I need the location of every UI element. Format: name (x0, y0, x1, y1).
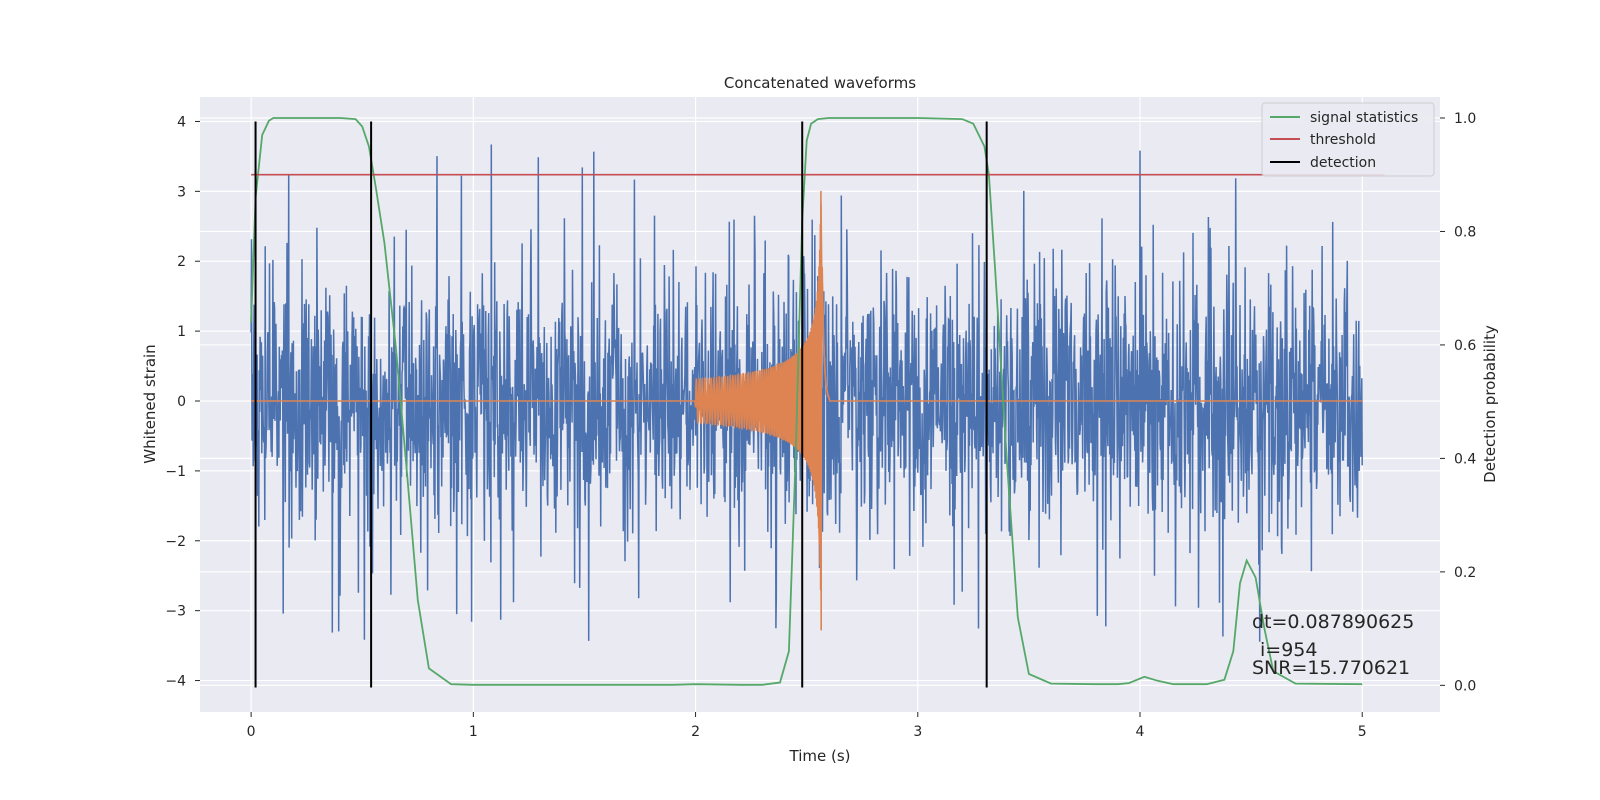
legend: signal statistics threshold detection (1261, 102, 1435, 177)
y-right-tick-label: 0.6 (1454, 338, 1476, 354)
signal-statistics-series (250, 117, 1363, 686)
y-tick-label: 4 (177, 114, 186, 130)
y-tick-label: −1 (165, 464, 186, 480)
annotation-i: i=954 (1260, 639, 1317, 661)
y-right-tick-label: 0.8 (1454, 224, 1476, 240)
y-tick-label: 1 (177, 324, 186, 340)
y-axis-label: Whitened strain (141, 344, 159, 463)
x-tick-label: 0 (247, 724, 256, 740)
x-tick-label: 5 (1358, 724, 1367, 740)
y-right-tick-label: 0.4 (1454, 451, 1476, 467)
y-axis-ticks-right: 1.0 0.8 0.6 0.4 0.2 0.0 (1440, 111, 1476, 694)
legend-box (1261, 102, 1435, 177)
y-right-tick-label: 1.0 (1454, 111, 1476, 127)
plot-series (250, 117, 1385, 688)
annotation-snr: SNR=15.770621 (1252, 657, 1410, 679)
y-tick-label: −3 (165, 604, 186, 620)
x-tick-label: 2 (691, 724, 700, 740)
y-axis-ticks-left: 4 3 2 1 0 −1 −2 −3 −4 (165, 114, 200, 690)
annotations: dt=0.087890625 i=954 SNR=15.770621 (1252, 611, 1414, 679)
annotation-dt: dt=0.087890625 (1252, 611, 1414, 633)
x-axis-ticks: 0 1 2 3 4 5 (247, 712, 1367, 740)
y-tick-label: 2 (177, 254, 186, 270)
y-right-tick-label: 0.0 (1454, 678, 1476, 694)
legend-label-signal-statistics: signal statistics (1310, 110, 1418, 126)
y-tick-label: 0 (177, 394, 186, 410)
y-tick-label: −4 (165, 674, 186, 690)
y-tick-label: −2 (165, 534, 186, 550)
y-right-tick-label: 0.2 (1454, 565, 1476, 581)
chart-title: Concatenated waveforms (724, 74, 916, 92)
legend-label-threshold: threshold (1310, 132, 1376, 148)
x-axis-label: Time (s) (789, 747, 851, 765)
x-tick-label: 3 (913, 724, 922, 740)
y-tick-label: 3 (177, 184, 186, 200)
legend-label-detection: detection (1310, 155, 1376, 171)
x-tick-label: 1 (469, 724, 478, 740)
x-tick-label: 4 (1136, 724, 1145, 740)
waveform-chirp (694, 190, 830, 631)
y-axis-label-right: Detection probability (1481, 325, 1499, 483)
